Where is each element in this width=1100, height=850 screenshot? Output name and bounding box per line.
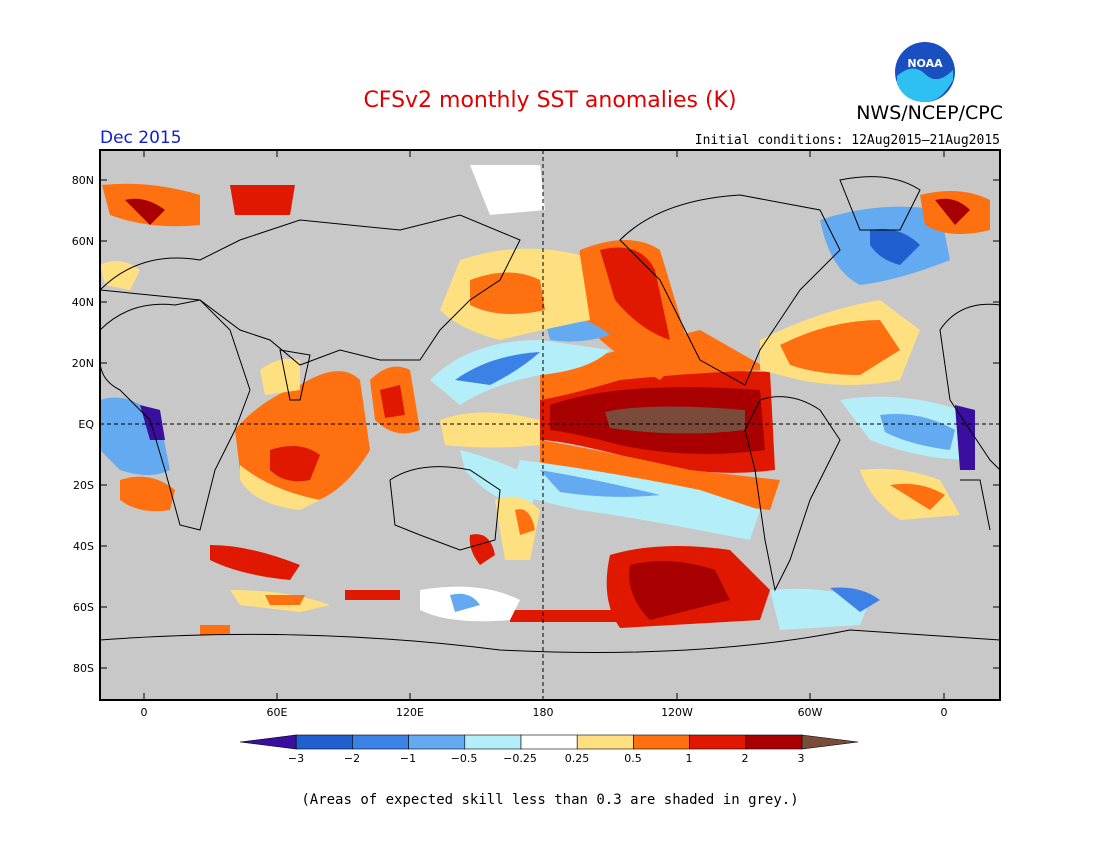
lon-label: 0 (941, 706, 948, 719)
colorbar (239, 734, 859, 750)
coastlines (98, 176, 1001, 653)
colorbar-label: −3 (288, 752, 304, 765)
colorbar-swatch (689, 734, 747, 750)
colorbar-swatch (745, 734, 803, 750)
colorbar-label: 3 (798, 752, 805, 765)
lat-axis: 80N 60N 40N 20N EQ 20S 40S 60S 80S (72, 174, 1000, 675)
lon-label: 120W (661, 706, 693, 719)
colorbar-label: 0.25 (565, 752, 590, 765)
lon-label: 180 (533, 706, 554, 719)
colorbar-swatch (295, 734, 353, 750)
noaa-logo: NOAA (893, 40, 957, 108)
lat-label: 40S (73, 540, 94, 553)
map-frame (99, 149, 1001, 701)
colorbar-label: 0.5 (624, 752, 642, 765)
colorbar-label: −2 (344, 752, 360, 765)
lon-label: 0 (141, 706, 148, 719)
lat-label: 20S (73, 479, 94, 492)
colorbar-swatch (520, 734, 578, 750)
colorbar-label: −1 (400, 752, 416, 765)
colorbar-swatch (408, 734, 466, 750)
lat-label: 60S (73, 601, 94, 614)
colorbar-label: −0.5 (451, 752, 478, 765)
lon-axis: 0 60E 120E 180 120W 60W 0 (141, 150, 948, 719)
lat-label: 80S (73, 662, 94, 675)
lat-label: 80N (72, 174, 94, 187)
agency-label: NWS/NCEP/CPC (856, 102, 1003, 124)
colorbar-swatch (464, 734, 522, 750)
lon-label: 60W (798, 706, 823, 719)
colorbar-labels: −3 −2 −1 −0.5 −0.25 0.25 0.5 1 2 3 (288, 752, 805, 765)
colorbar-label: 1 (686, 752, 693, 765)
lat-label: EQ (78, 418, 94, 431)
lat-label: 40N (72, 296, 94, 309)
map-title: CFSv2 monthly SST anomalies (K) (363, 88, 737, 113)
colorbar-label: −0.25 (503, 752, 537, 765)
colorbar-swatch (801, 734, 859, 750)
colorbar-swatch (239, 734, 297, 750)
colorbar-swatch (352, 734, 409, 750)
forecast-period: Dec 2015 (100, 128, 182, 148)
lat-label: 20N (72, 357, 94, 370)
colorbar-label: 2 (742, 752, 749, 765)
skill-footnote: (Areas of expected skill less than 0.3 a… (301, 792, 799, 808)
lon-label: 60E (267, 706, 288, 719)
noaa-logo-text: NOAA (907, 57, 943, 70)
anomaly-shading (100, 165, 990, 635)
lat-label: 60N (72, 235, 94, 248)
lon-label: 120E (396, 706, 424, 719)
colorbar-swatch (576, 734, 634, 750)
colorbar-swatch (633, 734, 690, 750)
initial-conditions: Initial conditions: 12Aug2015–21Aug2015 (694, 133, 1000, 148)
